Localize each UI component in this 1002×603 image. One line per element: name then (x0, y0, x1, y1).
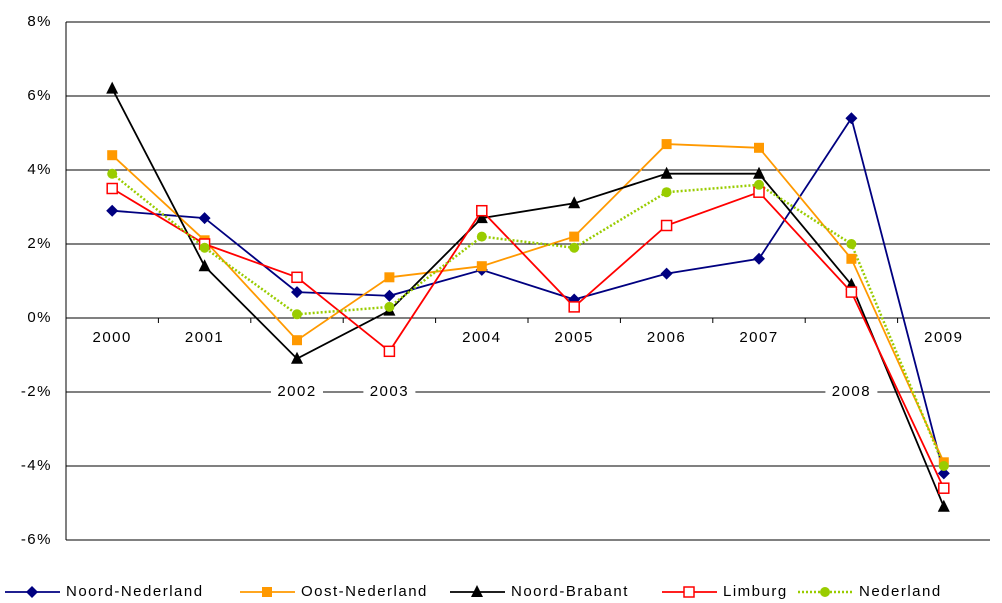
marker (292, 335, 302, 346)
y-tick-label: 0% (27, 309, 52, 326)
y-tick-label: -2% (21, 383, 52, 400)
x-tick-label: 2003 (370, 383, 409, 400)
marker (569, 242, 580, 253)
marker (568, 196, 581, 209)
marker (198, 259, 211, 272)
marker (198, 212, 211, 225)
marker (753, 252, 765, 265)
marker (106, 81, 119, 94)
marker (568, 301, 580, 313)
x-tick-label: 2005 (555, 329, 594, 346)
marker (845, 286, 858, 298)
y-tick-label: 4% (27, 161, 52, 178)
marker (291, 351, 303, 364)
marker (753, 166, 765, 179)
legend-label: Oost-Nederland (301, 583, 428, 600)
marker (476, 231, 487, 242)
marker (846, 239, 857, 249)
marker (476, 204, 488, 217)
marker (26, 586, 38, 598)
y-tick-label: 6% (27, 87, 52, 104)
legend-label: Limburg (723, 583, 788, 600)
series-line (111, 143, 945, 463)
series-line (111, 187, 945, 489)
marker (937, 499, 950, 512)
marker (660, 267, 673, 280)
legend-label: Noord-Nederland (66, 583, 204, 600)
y-tick-label: -4% (21, 457, 52, 474)
marker (292, 309, 302, 320)
marker (291, 271, 303, 284)
marker (106, 204, 119, 217)
marker (845, 112, 858, 125)
x-tick-label: 2004 (462, 329, 501, 346)
x-tick-label: 2006 (647, 329, 686, 346)
marker (938, 482, 950, 494)
marker (754, 179, 764, 190)
marker (107, 150, 118, 161)
x-tick-label: 2000 (93, 329, 132, 346)
x-tick-label: 2002 (277, 383, 316, 400)
marker (383, 345, 396, 358)
marker (471, 585, 483, 597)
marker (754, 142, 764, 153)
marker (262, 587, 272, 597)
marker (683, 586, 695, 598)
marker (106, 182, 118, 195)
marker (661, 139, 672, 150)
marker (384, 272, 395, 283)
marker (660, 219, 673, 232)
marker (938, 461, 949, 471)
marker (820, 587, 830, 597)
marker (383, 289, 396, 302)
marker (846, 253, 857, 264)
marker (475, 211, 488, 224)
x-tick-label: 2001 (185, 329, 224, 346)
marker (384, 301, 395, 312)
marker (937, 467, 950, 480)
x-tick-label: 2007 (739, 329, 778, 346)
marker (569, 231, 580, 242)
y-tick-label: -6% (21, 531, 52, 548)
x-tick-label: 2009 (924, 329, 963, 346)
y-tick-label: 2% (27, 235, 52, 252)
marker (199, 242, 210, 253)
label-bg (825, 383, 878, 401)
series-line (111, 172, 945, 467)
marker (661, 187, 672, 198)
marker (476, 261, 487, 272)
marker (107, 168, 118, 179)
legend-label: Noord-Brabant (511, 583, 629, 600)
label-bg (363, 383, 416, 401)
marker (660, 166, 673, 179)
series-line (111, 88, 945, 508)
marker (291, 286, 303, 299)
y-tick-label: 8% (27, 13, 52, 30)
x-tick-label: 2008 (832, 383, 871, 400)
series-line (112, 116, 945, 474)
legend-label: Nederland (859, 583, 942, 600)
label-bg (271, 383, 323, 401)
